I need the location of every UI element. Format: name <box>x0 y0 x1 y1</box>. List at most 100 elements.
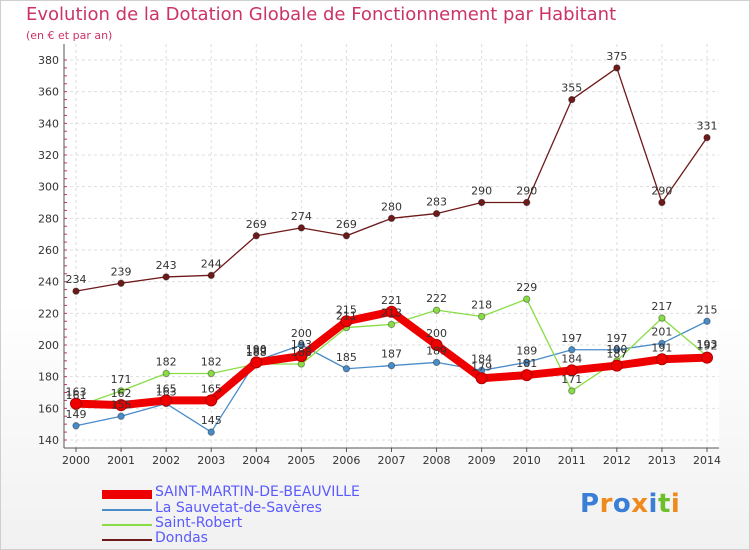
x-tick-label: 2005 <box>287 454 315 467</box>
legend-swatch-saint-robert <box>102 524 152 526</box>
data-point-dondas <box>432 209 441 218</box>
data-label-la-sauvetat-de-saveres: 184 <box>471 352 492 365</box>
data-label-dondas: 331 <box>697 120 718 133</box>
data-point-saint-robert <box>162 369 170 378</box>
data-label-la-sauvetat-de-saveres: 201 <box>651 325 672 338</box>
legend-label-saint-martin: SAINT-MARTIN-DE-BEAUVILLE <box>155 484 360 500</box>
data-point-saint-martin-de-beauville <box>115 399 128 412</box>
legend-label-la-sauvetat: La Sauvetat-de-Savères <box>155 500 322 516</box>
data-point-saint-robert <box>387 320 396 329</box>
data-label-la-sauvetat-de-saveres: 163 <box>156 386 177 399</box>
data-point-la-sauvetat-de-saveres <box>117 412 125 420</box>
data-label-saint-martin-de-beauville: 165 <box>201 382 222 395</box>
data-point-saint-martin-de-beauville <box>520 369 533 382</box>
data-label-saint-robert: 182 <box>156 356 177 369</box>
data-point-saint-martin-de-beauville <box>385 305 398 318</box>
data-label-la-sauvetat-de-saveres: 200 <box>291 327 312 340</box>
y-tick-label: 180 <box>38 371 59 384</box>
data-label-saint-martin-de-beauville: 215 <box>336 303 357 316</box>
y-tick-label: 300 <box>38 181 59 194</box>
data-point-la-sauvetat-de-saveres <box>523 358 531 367</box>
data-point-saint-martin-de-beauville <box>205 394 218 407</box>
data-label-saint-robert: 190 <box>606 343 627 356</box>
data-point-dondas <box>613 64 621 72</box>
y-tick-label: 160 <box>38 402 59 415</box>
x-tick-label: 2008 <box>423 454 451 467</box>
data-point-saint-martin-de-beauville <box>160 394 173 407</box>
data-label-dondas: 274 <box>291 210 312 223</box>
data-point-saint-martin-de-beauville <box>565 364 578 377</box>
data-point-saint-martin-de-beauville <box>430 339 443 351</box>
chart-subtitle: (en € et par an) <box>26 29 113 42</box>
x-tick-label: 2010 <box>513 454 541 467</box>
data-point-saint-robert <box>477 312 486 321</box>
data-point-dondas <box>252 232 260 240</box>
x-tick-label: 2004 <box>242 454 270 467</box>
data-label-dondas: 269 <box>246 218 267 231</box>
y-tick-label: 240 <box>38 276 59 289</box>
data-label-dondas: 244 <box>201 257 222 270</box>
data-label-la-sauvetat-de-saveres: 189 <box>516 344 537 357</box>
data-point-dondas <box>387 214 396 223</box>
data-label-la-sauvetat-de-saveres: 215 <box>697 303 718 316</box>
data-point-dondas <box>477 198 486 207</box>
data-label-saint-robert: 222 <box>426 292 447 305</box>
x-tick-label: 2012 <box>603 454 631 467</box>
y-tick-label: 320 <box>38 149 59 162</box>
y-tick-label: 280 <box>38 212 59 225</box>
x-tick-label: 2006 <box>332 454 360 467</box>
data-label-dondas: 239 <box>111 265 132 278</box>
data-label-dondas: 234 <box>66 273 87 286</box>
data-point-la-sauvetat-de-saveres <box>703 317 711 325</box>
data-label-saint-robert: 188 <box>291 346 312 359</box>
logo-letter: P <box>580 489 600 519</box>
data-label-la-sauvetat-de-saveres: 197 <box>561 332 582 345</box>
y-tick-label: 360 <box>38 86 59 99</box>
x-tick-label: 2009 <box>468 454 496 467</box>
data-label-saint-robert: 229 <box>516 281 537 294</box>
data-point-la-sauvetat-de-saveres <box>72 422 80 430</box>
data-point-saint-robert <box>432 306 441 314</box>
y-tick-label: 260 <box>38 244 59 257</box>
data-label-la-sauvetat-de-saveres: 189 <box>426 344 447 357</box>
data-label-dondas: 283 <box>426 196 447 209</box>
data-label-dondas: 269 <box>336 218 357 231</box>
y-tick-label: 340 <box>38 117 59 130</box>
data-label-la-sauvetat-de-saveres: 197 <box>606 332 627 345</box>
chart-title: Evolution de la Dotation Globale de Fonc… <box>26 4 617 25</box>
data-point-saint-robert <box>658 314 666 322</box>
data-point-la-sauvetat-de-saveres <box>432 358 441 367</box>
data-label-dondas: 243 <box>156 259 177 272</box>
data-label-saint-martin-de-beauville: 187 <box>606 348 627 361</box>
data-label-la-sauvetat-de-saveres: 187 <box>381 348 402 361</box>
data-label-dondas: 290 <box>651 185 672 198</box>
data-label-saint-martin-de-beauville: 162 <box>111 387 132 400</box>
data-point-dondas <box>568 95 576 104</box>
proxiti-logo: Proxiti <box>580 489 680 519</box>
x-tick-label: 2001 <box>107 454 135 467</box>
data-label-saint-robert: 188 <box>246 346 267 359</box>
data-label-dondas: 280 <box>381 200 402 213</box>
data-label-saint-robert: 217 <box>651 300 672 313</box>
data-point-saint-robert <box>207 369 215 378</box>
data-label-la-sauvetat-de-saveres: 190 <box>246 343 267 356</box>
data-label-saint-martin-de-beauville: 163 <box>66 386 87 399</box>
x-tick-label: 2002 <box>152 454 180 467</box>
data-label-saint-robert: 218 <box>471 299 492 312</box>
legend-swatch-saint-martin <box>102 490 152 499</box>
legend-swatch-la-sauvetat <box>102 509 152 511</box>
data-label-saint-robert: 171 <box>561 373 582 386</box>
data-label-saint-martin-de-beauville: 192 <box>697 340 718 353</box>
data-point-saint-martin-de-beauville <box>70 397 82 410</box>
y-tick-label: 220 <box>38 307 59 320</box>
data-point-dondas <box>703 133 711 142</box>
data-point-dondas <box>342 232 351 240</box>
data-point-dondas <box>523 198 531 207</box>
data-label-saint-martin-de-beauville: 221 <box>381 294 402 307</box>
data-point-la-sauvetat-de-saveres <box>613 346 621 354</box>
data-label-saint-martin-de-beauville: 181 <box>516 357 537 370</box>
data-point-saint-martin-de-beauville <box>655 353 668 366</box>
legend-label-saint-robert: Saint-Robert <box>155 515 243 531</box>
data-point-saint-martin-de-beauville <box>610 359 623 372</box>
